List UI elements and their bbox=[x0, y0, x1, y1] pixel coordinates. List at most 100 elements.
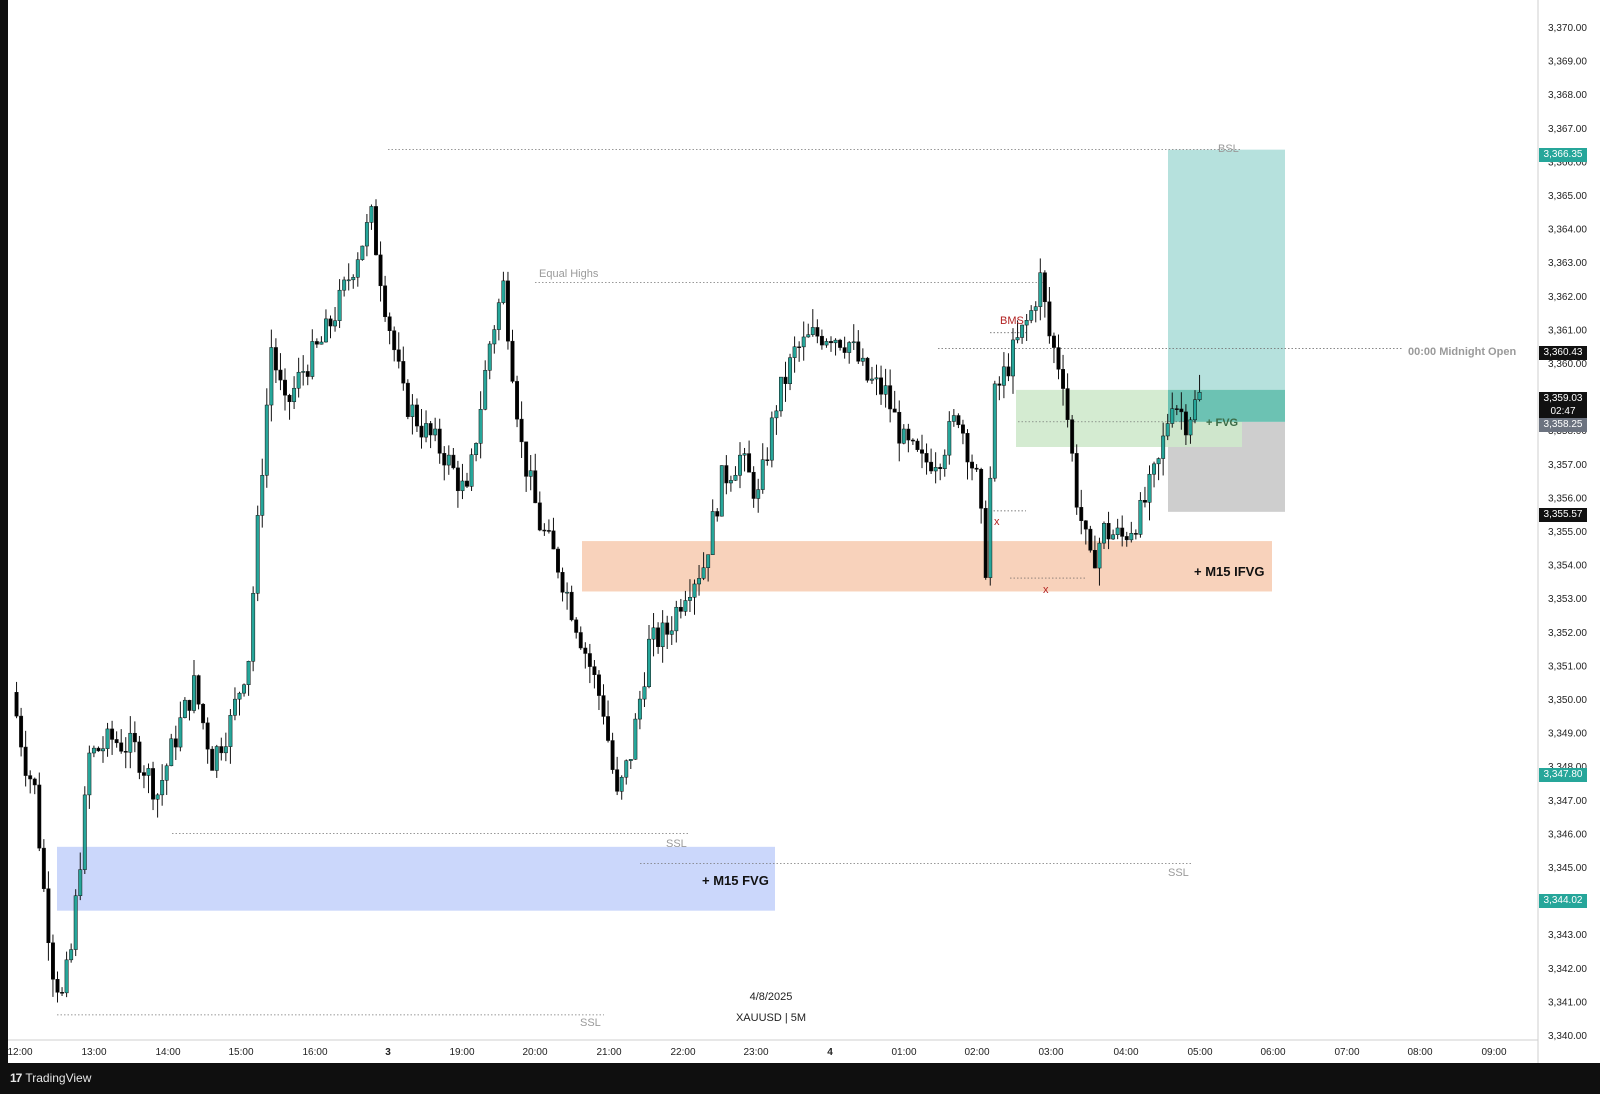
candle-up bbox=[1193, 399, 1197, 421]
candle-up bbox=[669, 630, 674, 635]
candle-down bbox=[151, 768, 156, 800]
candle-up bbox=[1129, 533, 1134, 541]
candle-down bbox=[510, 340, 515, 382]
candle-down bbox=[219, 746, 224, 754]
x-tick-label: 05:00 bbox=[1187, 1047, 1212, 1058]
candle-down bbox=[956, 415, 961, 426]
candle-down bbox=[819, 335, 824, 346]
level-b-price-tag: 3,344.02 bbox=[1539, 894, 1587, 908]
x-tick-label: 20:00 bbox=[522, 1047, 547, 1058]
candle-down bbox=[137, 741, 142, 773]
candle-up bbox=[360, 245, 365, 260]
x-tick-label: 23:00 bbox=[743, 1047, 768, 1058]
candle-up bbox=[642, 686, 647, 700]
candle-down bbox=[314, 341, 319, 345]
candle-up bbox=[988, 477, 993, 578]
candle-up bbox=[1001, 366, 1006, 386]
candle-up bbox=[810, 327, 815, 335]
candle-down bbox=[515, 381, 519, 420]
candle-up bbox=[760, 459, 765, 490]
y-tick-label: 3,345.00 bbox=[1548, 863, 1587, 874]
candle-up bbox=[633, 718, 638, 760]
candle-down bbox=[173, 738, 178, 748]
candle-up bbox=[792, 346, 797, 358]
candle-down bbox=[387, 316, 392, 331]
candle-up bbox=[1111, 534, 1116, 540]
candle-up bbox=[155, 794, 160, 800]
candle-down bbox=[783, 376, 788, 384]
candle-down bbox=[1088, 528, 1093, 551]
candle-down bbox=[455, 467, 460, 492]
candle-down bbox=[374, 206, 378, 256]
candle-up bbox=[992, 383, 997, 479]
candle-up bbox=[228, 715, 233, 747]
candle-up bbox=[870, 378, 874, 381]
candle-up bbox=[1102, 523, 1106, 544]
candle-up bbox=[706, 554, 711, 568]
candle-up bbox=[73, 895, 78, 950]
candle-down bbox=[569, 591, 574, 621]
y-tick-label: 3,341.00 bbox=[1548, 997, 1587, 1008]
candle-up bbox=[182, 699, 187, 718]
candle-down bbox=[328, 318, 333, 327]
candle-down bbox=[656, 627, 661, 647]
candle-down bbox=[1070, 419, 1075, 454]
tp-price-tag: 3,366.35 bbox=[1539, 148, 1587, 162]
x-marker-1: x bbox=[994, 516, 1000, 528]
candle-up bbox=[324, 318, 328, 343]
candle-up bbox=[774, 410, 779, 419]
candle-up bbox=[1033, 306, 1038, 311]
candle-up bbox=[1170, 408, 1175, 424]
candle-down bbox=[142, 772, 146, 776]
candle-down bbox=[519, 418, 524, 443]
candle-down bbox=[542, 529, 547, 532]
candle-up bbox=[292, 387, 297, 403]
candle-up bbox=[128, 732, 133, 753]
candle-down bbox=[615, 769, 620, 792]
candle-down bbox=[1006, 366, 1011, 377]
candle-up bbox=[105, 728, 110, 749]
candle-down bbox=[442, 453, 447, 466]
current-price-tag: 3,359.03 bbox=[1539, 392, 1587, 406]
candle-down bbox=[96, 747, 101, 752]
candle-up bbox=[742, 453, 747, 456]
candle-up bbox=[242, 684, 247, 694]
candle-up bbox=[333, 320, 338, 327]
candle-down bbox=[46, 888, 51, 944]
candle-down bbox=[273, 347, 278, 371]
candle-down bbox=[23, 746, 28, 776]
x-tick-label: 3 bbox=[385, 1047, 391, 1058]
candle-up bbox=[251, 593, 256, 662]
y-tick-label: 3,349.00 bbox=[1548, 729, 1587, 740]
candle-down bbox=[920, 449, 924, 454]
candle-up bbox=[91, 747, 96, 754]
midnight-price-tag: 3,360.43 bbox=[1539, 346, 1587, 360]
tradingview-brand: TradingView bbox=[25, 1071, 92, 1085]
m15-ifvg-label: + M15 IFVG bbox=[1194, 564, 1265, 579]
candle-down bbox=[19, 715, 24, 748]
candle-down bbox=[574, 619, 579, 633]
candle-down bbox=[1183, 411, 1188, 436]
tp-zone bbox=[1168, 149, 1285, 422]
candle-down bbox=[979, 469, 984, 509]
bsl-label: BSL bbox=[1218, 143, 1239, 155]
candle-down bbox=[892, 408, 897, 413]
candle-down bbox=[724, 465, 729, 484]
candle-up bbox=[478, 409, 483, 444]
candle-up bbox=[178, 717, 183, 748]
candle-down bbox=[1042, 272, 1047, 303]
price-chart[interactable]: 3,340.003,341.003,342.003,343.003,344.00… bbox=[0, 0, 1600, 1063]
candle-down bbox=[1143, 500, 1147, 503]
candle-down bbox=[1047, 301, 1052, 337]
candle-up bbox=[806, 334, 811, 338]
y-tick-label: 3,346.00 bbox=[1548, 829, 1587, 840]
candle-up bbox=[883, 385, 888, 395]
candle-down bbox=[405, 382, 410, 417]
candle-down bbox=[983, 508, 988, 578]
candle-down bbox=[592, 666, 597, 676]
candle-up bbox=[64, 959, 69, 994]
candle-down bbox=[938, 467, 943, 470]
candle-down bbox=[428, 423, 433, 436]
candle-up bbox=[851, 341, 856, 344]
candle-down bbox=[119, 742, 124, 752]
